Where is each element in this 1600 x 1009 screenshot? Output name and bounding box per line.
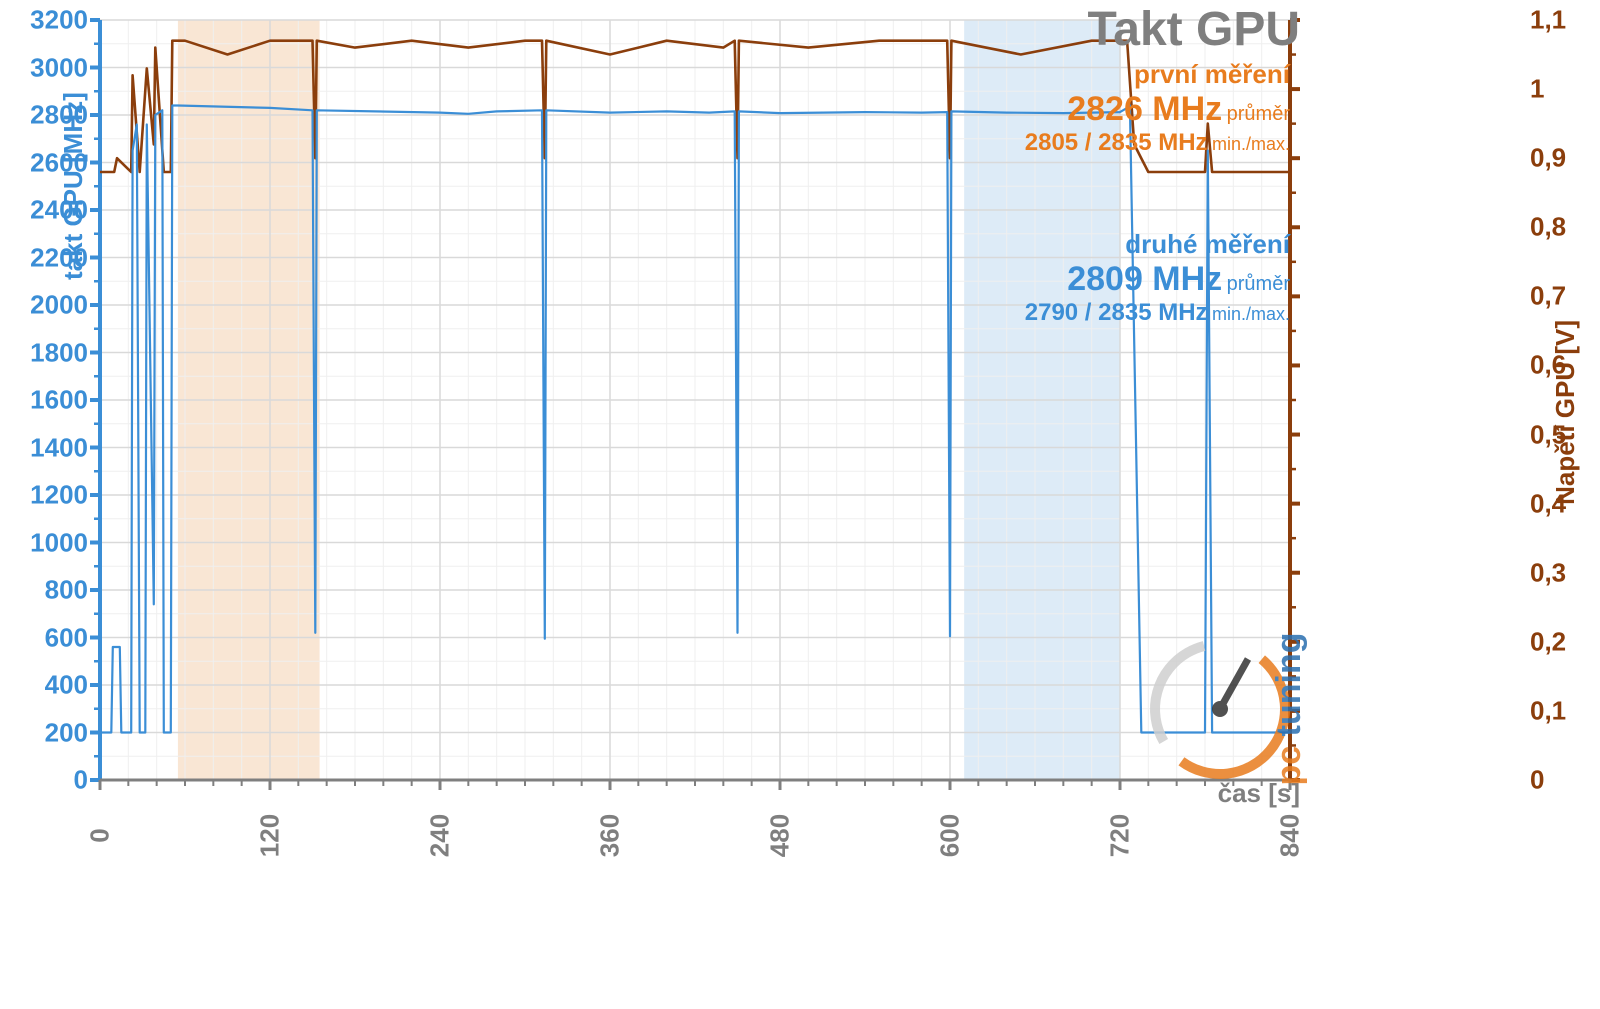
x-tick: 360: [595, 814, 626, 857]
y-left-tick: 0: [74, 765, 88, 796]
y-left-tick: 1000: [30, 527, 88, 558]
y-right-tick: 0,6: [1530, 350, 1566, 381]
annot-second-minmax: 2790 / 2835 MHz: [1025, 299, 1208, 326]
annot-second-avg-label: průměr: [1227, 273, 1290, 295]
y-left-tick: 2600: [30, 147, 88, 178]
annot-second-title: druhé měření: [1025, 230, 1290, 260]
y-left-tick: 600: [45, 622, 88, 653]
annot-first-minmax: 2805 / 2835 MHz: [1025, 129, 1208, 156]
y-left-tick: 200: [45, 717, 88, 748]
annot-second-minmax-label: min./max.: [1212, 304, 1290, 324]
y-left-tick: 1800: [30, 337, 88, 368]
y-right-tick: 0,9: [1530, 143, 1566, 174]
y-right-tick: 0,3: [1530, 557, 1566, 588]
x-tick: 720: [1105, 814, 1136, 857]
annot-second-avg: 2809 MHz: [1067, 260, 1222, 298]
chart-svg: [0, 0, 1600, 1009]
x-tick: 240: [425, 814, 456, 857]
y-left-tick: 400: [45, 670, 88, 701]
y-right-tick: 1,1: [1530, 5, 1566, 36]
y-right-tick: 0,5: [1530, 419, 1566, 450]
y-right-tick: 0,7: [1530, 281, 1566, 312]
y-left-tick: 1600: [30, 385, 88, 416]
y-left-tick: 800: [45, 575, 88, 606]
y-right-tick: 0,2: [1530, 626, 1566, 657]
annot-first-title: první měření: [1025, 60, 1290, 90]
gpu-clock-chart: Takt GPU takt GPU [MHz] Napětí GPU [V] č…: [0, 0, 1600, 1009]
y-left-tick: 2000: [30, 290, 88, 321]
annotation-first-measurement: první měření 2826 MHz průměr 2805 / 2835…: [1025, 60, 1290, 157]
annot-first-avg: 2826 MHz: [1067, 90, 1222, 128]
y-right-label: Napětí GPU [V]: [1550, 320, 1581, 505]
y-left-tick: 3200: [30, 5, 88, 36]
x-tick: 120: [255, 814, 286, 857]
y-right-tick: 0,1: [1530, 695, 1566, 726]
chart-title: Takt GPU: [1088, 2, 1300, 57]
annotation-second-measurement: druhé měření 2809 MHz průměr 2790 / 2835…: [1025, 230, 1290, 327]
y-left-tick: 1200: [30, 480, 88, 511]
x-tick: 600: [935, 814, 966, 857]
y-left-tick: 1400: [30, 432, 88, 463]
x-axis-label: čas [s]: [1218, 778, 1300, 809]
x-tick: 480: [765, 814, 796, 857]
annot-first-avg-label: průměr: [1227, 103, 1290, 125]
x-tick: 840: [1275, 814, 1306, 857]
y-right-tick: 0,8: [1530, 212, 1566, 243]
y-right-tick: 1: [1530, 74, 1544, 105]
y-left-tick: 2800: [30, 100, 88, 131]
y-right-tick: 0,4: [1530, 488, 1566, 519]
y-left-tick: 2200: [30, 242, 88, 273]
x-tick: 0: [85, 828, 116, 842]
y-left-tick: 2400: [30, 195, 88, 226]
y-left-tick: 3000: [30, 52, 88, 83]
y-right-tick: 0: [1530, 765, 1544, 796]
annot-first-minmax-label: min./max.: [1212, 134, 1290, 154]
